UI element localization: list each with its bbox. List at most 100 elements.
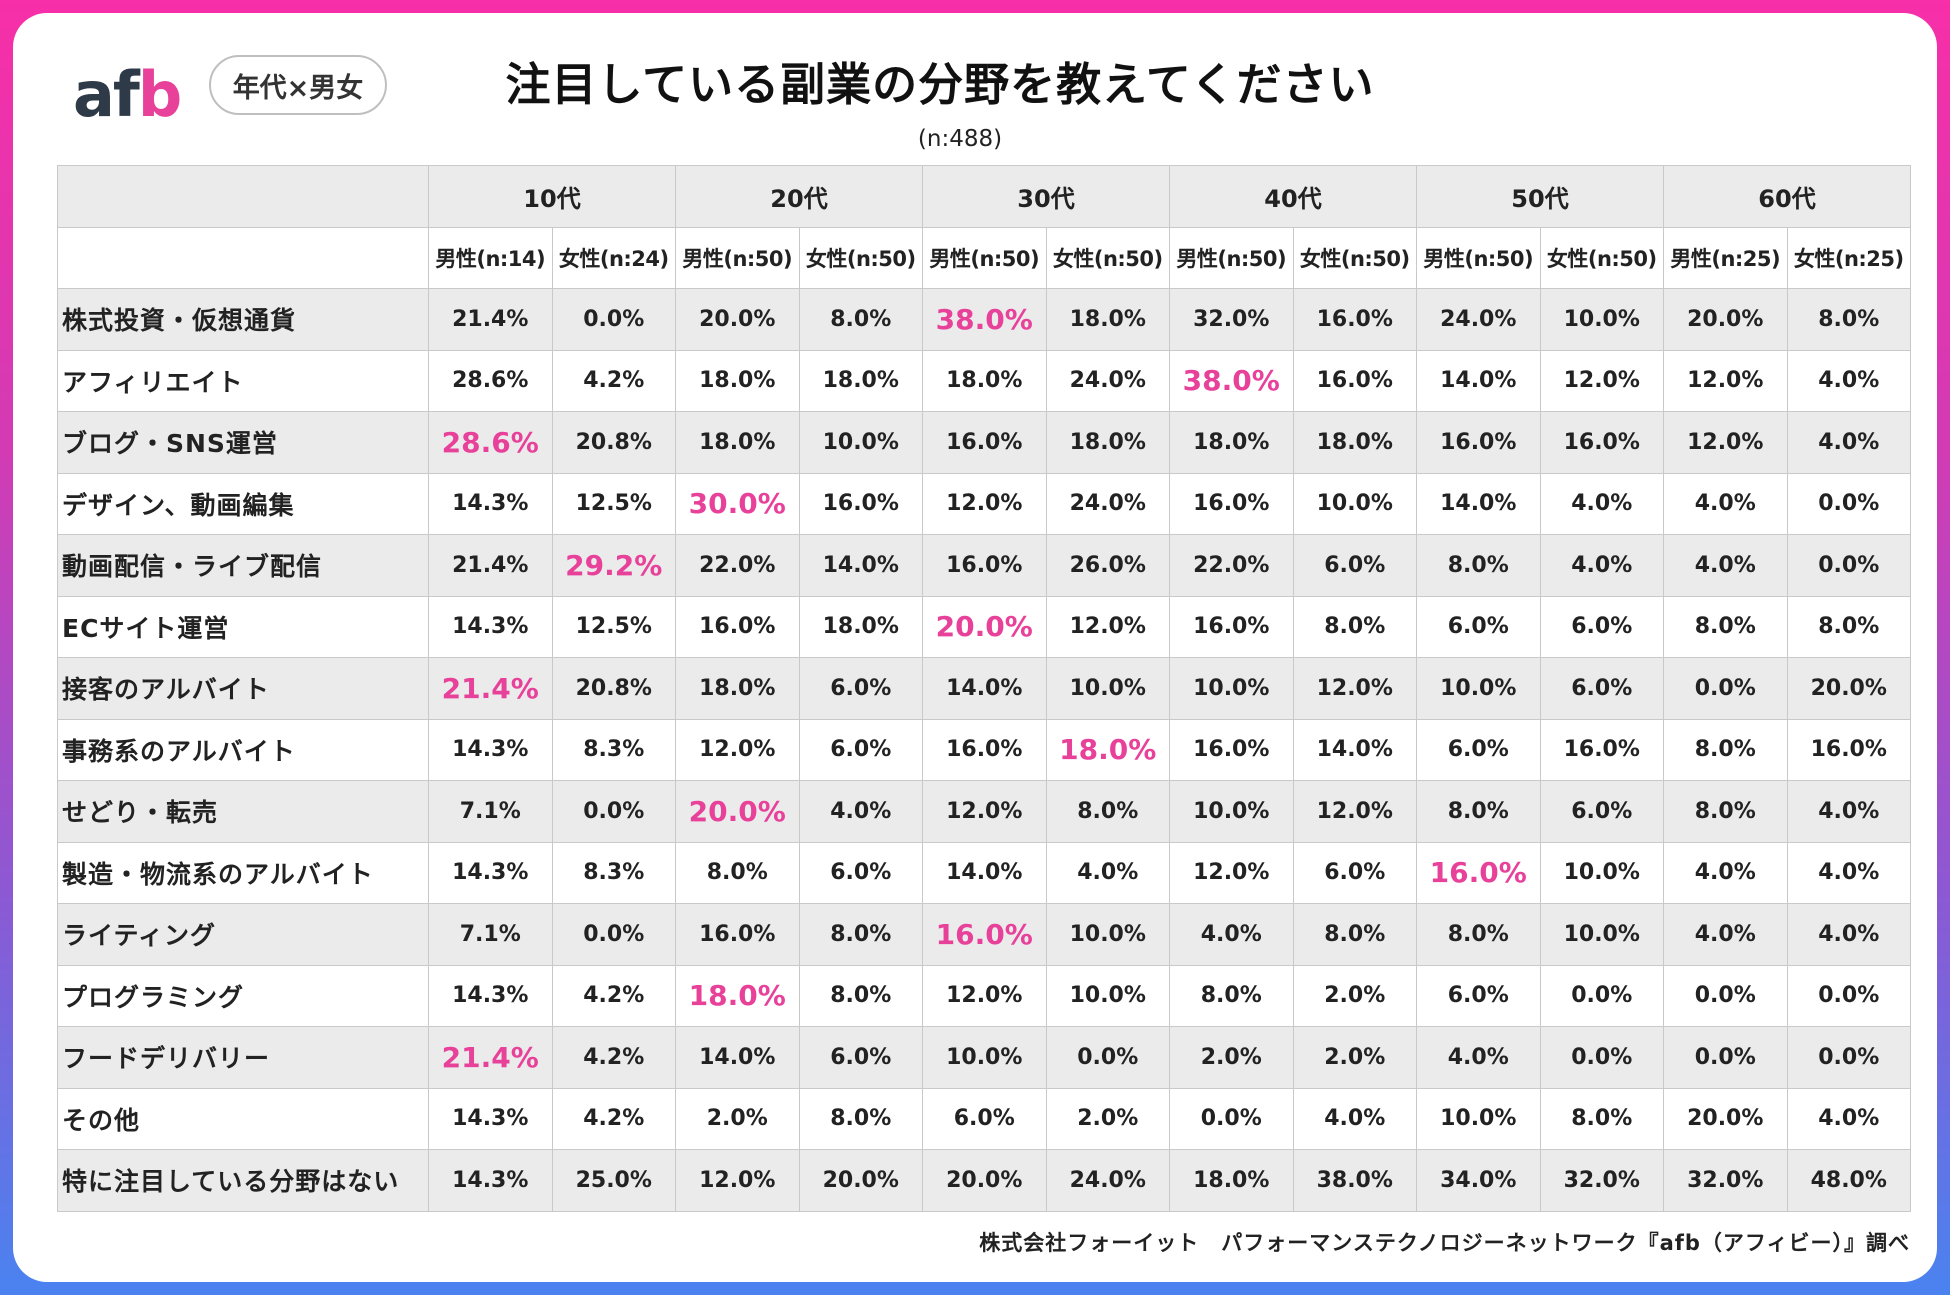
value-cell: 8.0% <box>1663 780 1788 843</box>
value-cell: 10.0% <box>1416 1087 1541 1150</box>
value-cell: 4.0% <box>1663 841 1788 904</box>
value-cell: 20.0% <box>922 1149 1047 1212</box>
age-group-header: 40代 <box>1169 165 1417 228</box>
value-cell: 4.0% <box>1539 472 1664 535</box>
row-label: 事務系のアルバイト <box>57 718 429 781</box>
value-cell: 24.0% <box>1045 1149 1170 1212</box>
value-cell: 8.3% <box>551 718 676 781</box>
value-cell: 12.0% <box>922 780 1047 843</box>
value-cell: 8.3% <box>551 841 676 904</box>
value-cell: 10.0% <box>1045 964 1170 1027</box>
value-cell: 12.0% <box>1663 349 1788 412</box>
value-cell: 6.0% <box>922 1087 1047 1150</box>
table-row: 特に注目している分野はない 14.3% 25.0% 12.0% 20.0% 20.0% 24… <box>57 1149 1911 1212</box>
value-cell: 14.0% <box>1416 472 1541 535</box>
value-cell: 8.0% <box>1416 780 1541 843</box>
highlight-value-cell: 18.0% <box>675 964 800 1027</box>
value-cell: 2.0% <box>1292 964 1417 1027</box>
value-cell: 16.0% <box>922 411 1047 474</box>
value-cell: 0.0% <box>1169 1087 1294 1150</box>
age-group-header: 10代 <box>428 165 676 228</box>
value-cell: 6.0% <box>798 657 923 720</box>
value-cell: 2.0% <box>1169 1026 1294 1089</box>
value-cell: 0.0% <box>1539 964 1664 1027</box>
table-row: ブログ・SNS運営 28.6% 20.8% 18.0% 10.0% 16.0% 18.0% 1… <box>57 411 1911 474</box>
value-cell: 16.0% <box>1169 718 1294 781</box>
value-cell: 18.0% <box>798 349 923 412</box>
value-cell: 4.0% <box>1539 534 1664 597</box>
value-cell: 4.0% <box>1786 411 1911 474</box>
value-cell: 10.0% <box>1539 288 1664 351</box>
value-cell: 25.0% <box>551 1149 676 1212</box>
value-cell: 10.0% <box>1045 657 1170 720</box>
value-cell: 4.0% <box>1786 349 1911 412</box>
value-cell: 2.0% <box>1045 1087 1170 1150</box>
value-cell: 8.0% <box>1786 288 1911 351</box>
row-label: ブログ・SNS運営 <box>57 411 429 474</box>
row-label: デザイン、動画編集 <box>57 472 429 535</box>
value-cell: 16.0% <box>1539 411 1664 474</box>
value-cell: 14.3% <box>428 1149 553 1212</box>
value-cell: 4.0% <box>1786 1087 1911 1150</box>
segment-badge: 年代×男女 <box>209 55 387 115</box>
value-cell: 34.0% <box>1416 1149 1541 1212</box>
value-cell: 16.0% <box>1292 349 1417 412</box>
table-row: デザイン、動画編集 14.3% 12.5% 30.0% 16.0% 12.0% 24.0% 1… <box>57 472 1911 535</box>
row-label: 動画配信・ライブ配信 <box>57 534 429 597</box>
highlight-value-cell: 18.0% <box>1045 718 1170 781</box>
value-cell: 8.0% <box>1786 595 1911 658</box>
row-label: せどり・転売 <box>57 780 429 843</box>
value-cell: 6.0% <box>798 718 923 781</box>
gender-column-header: 男性(n:50) <box>1416 226 1541 289</box>
value-cell: 18.0% <box>1169 411 1294 474</box>
value-cell: 14.0% <box>922 657 1047 720</box>
value-cell: 18.0% <box>1045 288 1170 351</box>
value-cell: 2.0% <box>675 1087 800 1150</box>
highlight-value-cell: 28.6% <box>428 411 553 474</box>
value-cell: 16.0% <box>675 595 800 658</box>
value-cell: 4.2% <box>551 964 676 1027</box>
value-cell: 2.0% <box>1292 1026 1417 1089</box>
source-credit: 株式会社フォーイット パフォーマンステクノロジーネットワーク『afb（アフィビー… <box>979 1231 1910 1255</box>
table-row: 株式投資・仮想通貨 21.4% 0.0% 20.0% 8.0% 38.0% 18.0% 32.… <box>57 288 1911 351</box>
value-cell: 8.0% <box>798 903 923 966</box>
value-cell: 16.0% <box>922 718 1047 781</box>
value-cell: 10.0% <box>1292 472 1417 535</box>
value-cell: 6.0% <box>798 1026 923 1089</box>
highlight-value-cell: 21.4% <box>428 657 553 720</box>
value-cell: 12.0% <box>1292 657 1417 720</box>
highlight-value-cell: 38.0% <box>1169 349 1294 412</box>
value-cell: 12.0% <box>922 964 1047 1027</box>
value-cell: 20.8% <box>551 411 676 474</box>
highlight-value-cell: 16.0% <box>1416 841 1541 904</box>
value-cell: 0.0% <box>1786 964 1911 1027</box>
value-cell: 16.0% <box>1292 288 1417 351</box>
corner-cell <box>57 226 429 289</box>
value-cell: 14.3% <box>428 964 553 1027</box>
value-cell: 21.4% <box>428 534 553 597</box>
highlight-value-cell: 30.0% <box>675 472 800 535</box>
value-cell: 7.1% <box>428 903 553 966</box>
highlight-value-cell: 16.0% <box>922 903 1047 966</box>
table-row: プログラミング 14.3% 4.2% 18.0% 8.0% 12.0% 10.0% 8.0% 2… <box>57 964 1911 1027</box>
value-cell: 12.5% <box>551 472 676 535</box>
gender-column-header: 男性(n:14) <box>428 226 553 289</box>
value-cell: 8.0% <box>798 964 923 1027</box>
value-cell: 16.0% <box>1416 411 1541 474</box>
value-cell: 16.0% <box>1169 472 1294 535</box>
value-cell: 0.0% <box>551 288 676 351</box>
value-cell: 18.0% <box>675 411 800 474</box>
value-cell: 26.0% <box>1045 534 1170 597</box>
gender-column-header: 男性(n:50) <box>1169 226 1294 289</box>
table-row: 接客のアルバイト 21.4% 20.8% 18.0% 6.0% 14.0% 10.0% 10.… <box>57 657 1911 720</box>
table-row: ライティング 7.1% 0.0% 16.0% 8.0% 16.0% 10.0% 4.0% 8.0… <box>57 903 1911 966</box>
row-label: ECサイト運営 <box>57 595 429 658</box>
value-cell: 10.0% <box>798 411 923 474</box>
gender-column-header: 女性(n:25) <box>1786 226 1911 289</box>
highlight-value-cell: 20.0% <box>922 595 1047 658</box>
value-cell: 0.0% <box>1663 1026 1788 1089</box>
value-cell: 38.0% <box>1292 1149 1417 1212</box>
gender-column-header: 男性(n:50) <box>922 226 1047 289</box>
logo-letter-f: f <box>112 58 140 131</box>
value-cell: 14.0% <box>1292 718 1417 781</box>
